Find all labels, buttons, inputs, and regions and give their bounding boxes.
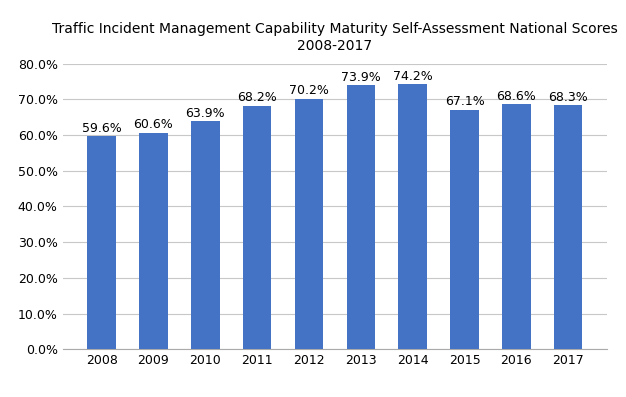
Bar — [295, 98, 323, 349]
Bar — [139, 133, 168, 349]
Bar — [502, 104, 531, 349]
Text: 59.6%: 59.6% — [82, 122, 121, 135]
Bar — [554, 105, 582, 349]
Bar — [191, 121, 220, 349]
Text: 68.6%: 68.6% — [496, 90, 536, 103]
Text: 70.2%: 70.2% — [289, 84, 329, 97]
Text: 73.9%: 73.9% — [341, 71, 381, 84]
Bar — [398, 84, 427, 349]
Bar — [243, 106, 272, 349]
Text: 68.2%: 68.2% — [237, 91, 277, 104]
Text: 60.6%: 60.6% — [133, 118, 173, 131]
Bar — [88, 137, 116, 349]
Bar — [450, 110, 479, 349]
Title: Traffic Incident Management Capability Maturity Self-Assessment National Scores
: Traffic Incident Management Capability M… — [52, 23, 618, 53]
Text: 68.3%: 68.3% — [548, 91, 588, 104]
Text: 74.2%: 74.2% — [393, 70, 433, 83]
Text: 67.1%: 67.1% — [444, 95, 485, 108]
Bar — [347, 85, 375, 349]
Text: 63.9%: 63.9% — [185, 107, 225, 119]
